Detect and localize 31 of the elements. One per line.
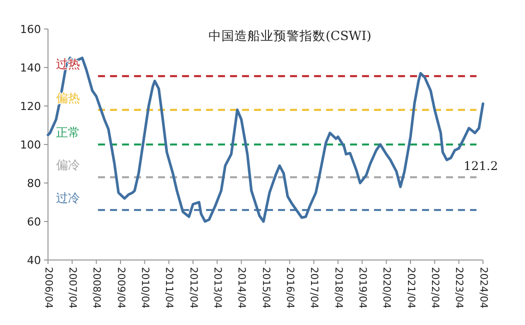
x-tick-label: 2018/04 <box>332 267 344 309</box>
x-tick-label: 2023/04 <box>453 267 464 309</box>
y-tick-label: 60 <box>27 216 41 228</box>
x-tick-label: 2012/04 <box>187 267 198 309</box>
x-tick-label: 2021/04 <box>404 267 416 309</box>
x-tick-label: 2020/04 <box>380 267 392 309</box>
x-tick-label: 2015/04 <box>260 267 271 309</box>
ref-line-label: 过冷 <box>56 190 80 205</box>
y-tick-label: 80 <box>27 177 41 190</box>
x-tick-label: 2013/04 <box>211 267 222 309</box>
annotation: 121.2 <box>464 159 498 173</box>
x-tick-label: 2022/04 <box>428 267 440 309</box>
x-tick-label: 2016/04 <box>284 267 295 309</box>
y-tick-label: 160 <box>20 23 41 36</box>
x-tick-label: 2006/04 <box>42 267 54 309</box>
ref-line-label: 偏冷 <box>56 158 80 172</box>
y-tick-label: 100 <box>20 138 41 152</box>
x-tick-label: 2007/04 <box>66 267 78 309</box>
x-tick-label: 2010/04 <box>138 267 150 309</box>
x-tick-label: 2011/04 <box>163 267 174 309</box>
x-tick-label: 2009/04 <box>114 267 126 309</box>
x-tick-label: 2017/04 <box>308 267 320 309</box>
x-tick-label: 2008/04 <box>90 267 102 309</box>
x-tick-label: 2019/04 <box>356 267 368 309</box>
y-tick-label: 40 <box>27 254 41 267</box>
chart-title: 中国造船业预警指数(CSWI) <box>208 28 372 43</box>
x-tick-label: 2024/04 <box>477 267 488 309</box>
y-tick-label: 120 <box>20 100 41 113</box>
y-tick-label: 140 <box>20 62 41 74</box>
x-tick-label: 2014/04 <box>236 267 247 309</box>
ref-line-label: 正常 <box>56 126 80 140</box>
